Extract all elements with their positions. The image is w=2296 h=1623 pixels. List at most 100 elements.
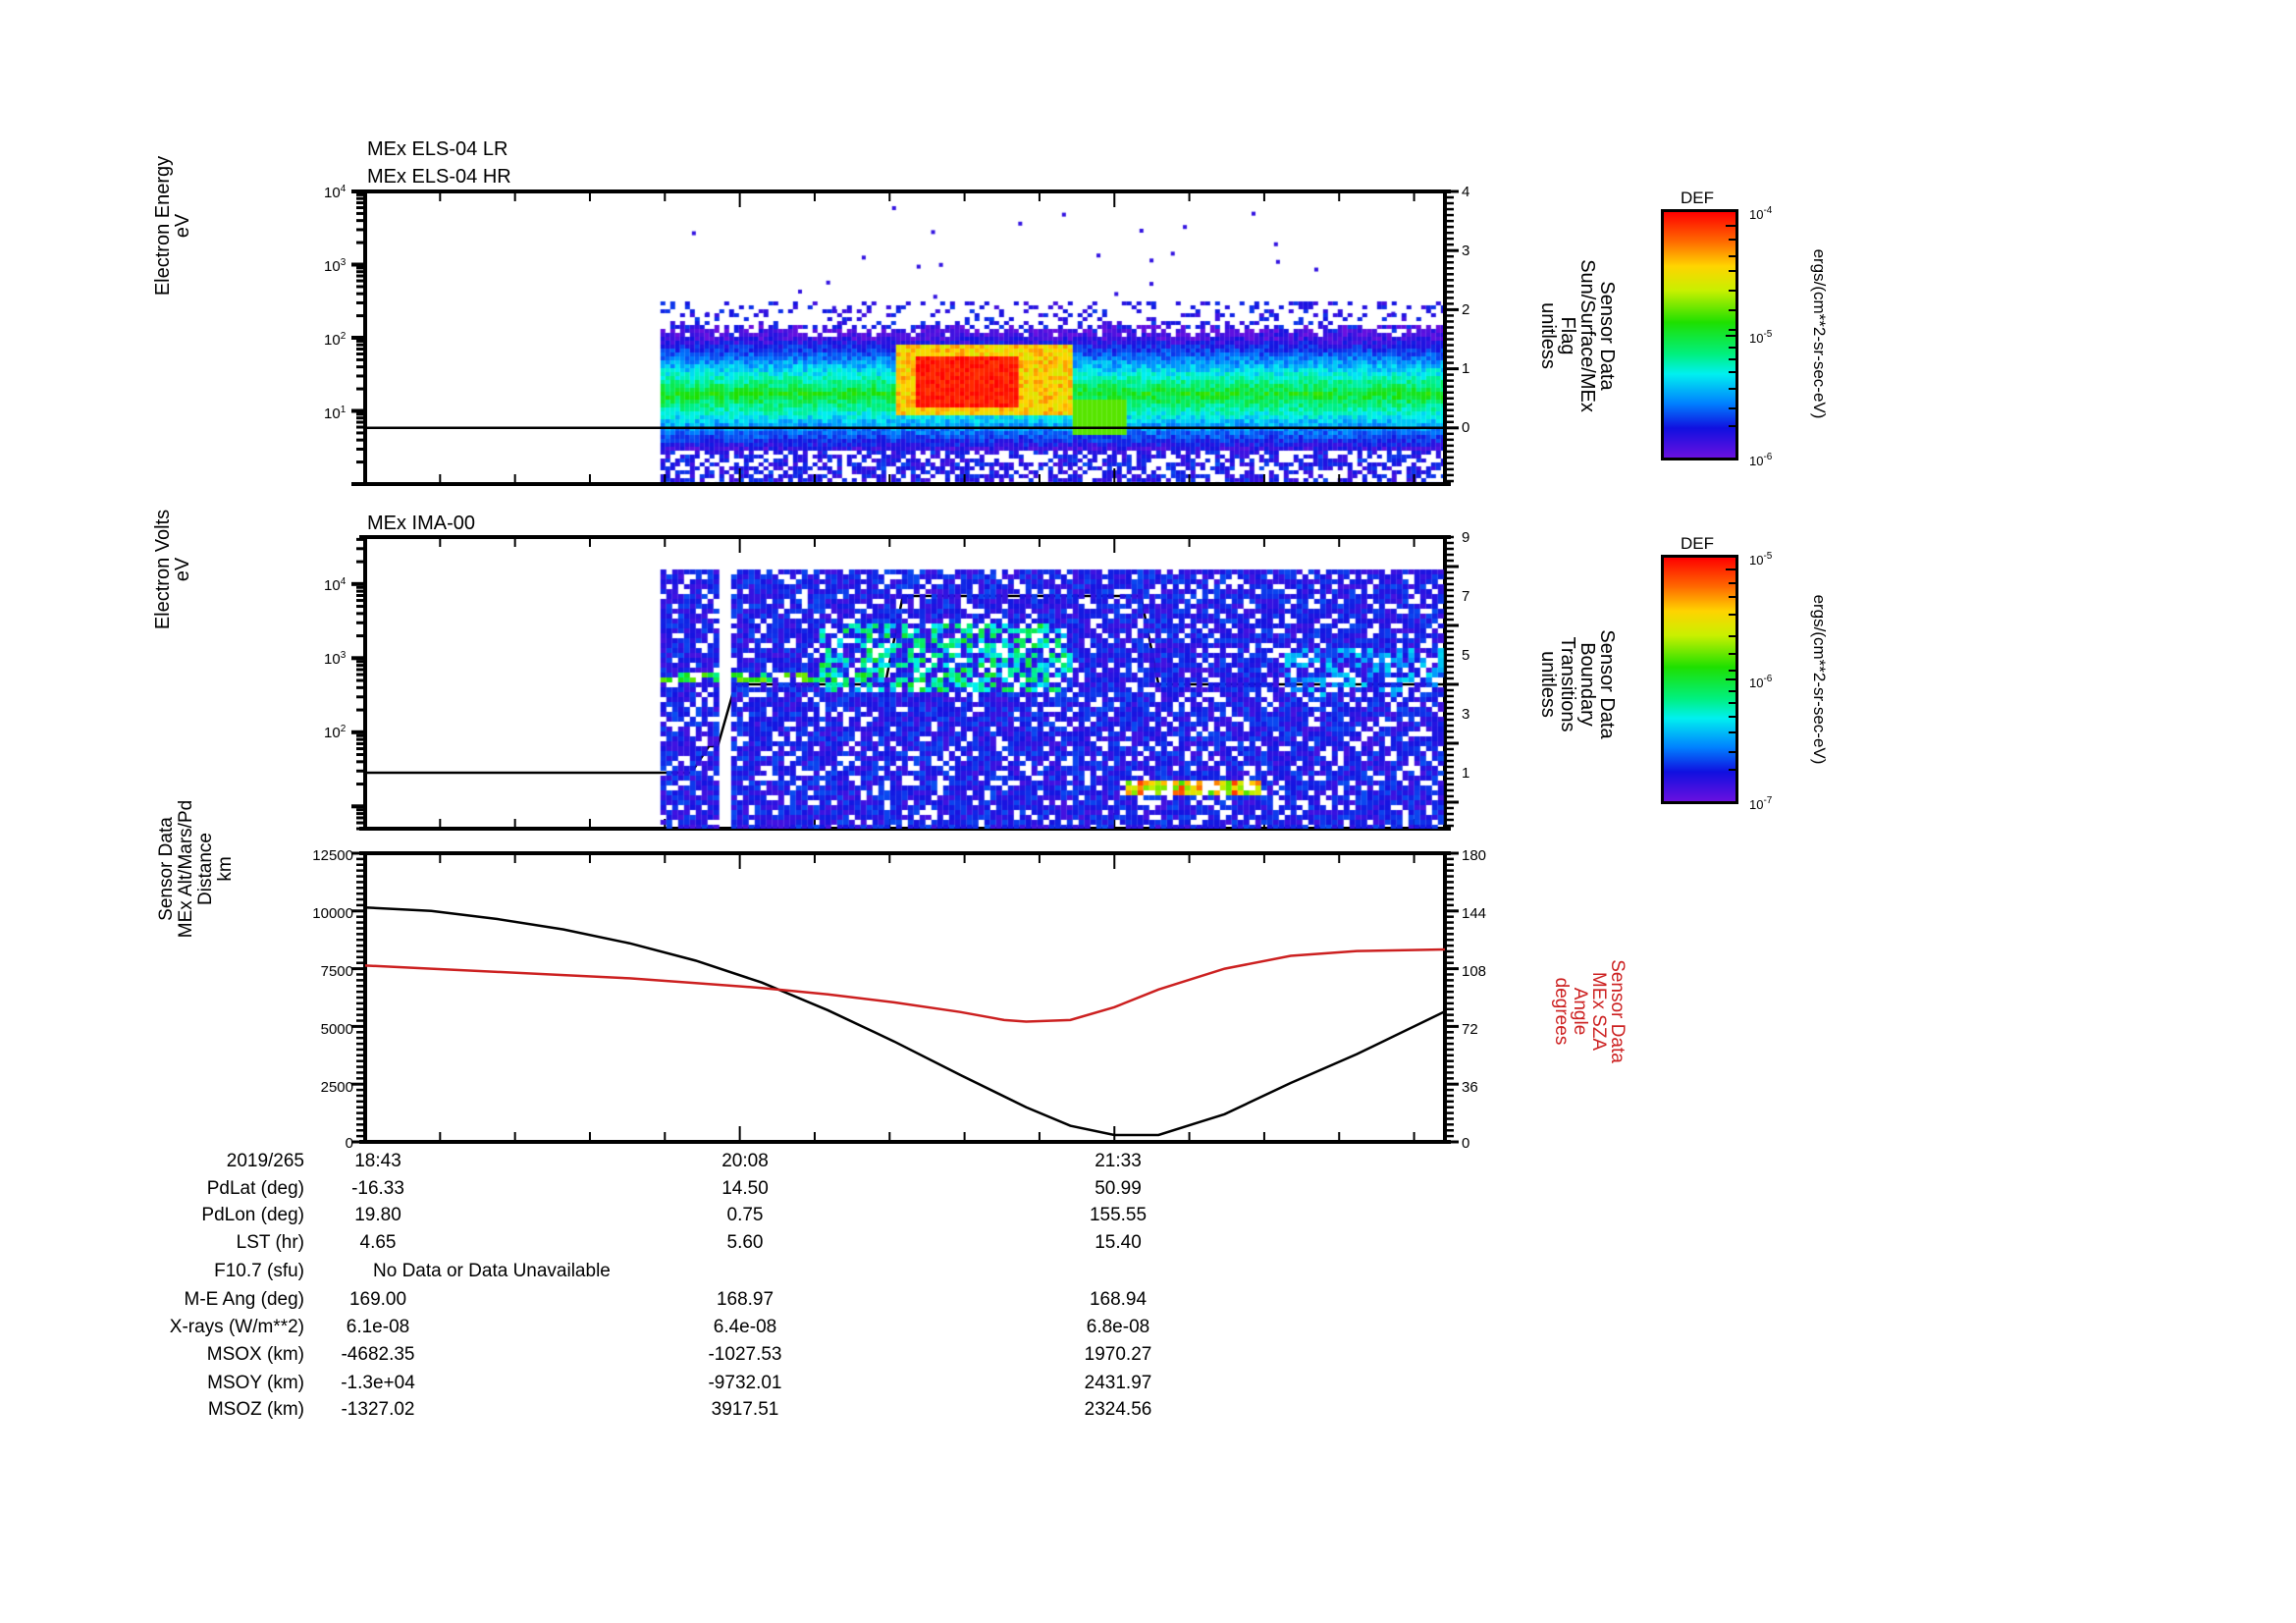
ephemeris-row-label: PdLat (deg)	[206, 1178, 304, 1199]
ephemeris-row-label: MSOX (km)	[206, 1344, 304, 1365]
els-right-ytick-4: 4	[1462, 184, 1470, 200]
ephem-ylabel-line: Sensor Data	[156, 817, 177, 921]
ephemeris-row-value: 19.80	[354, 1205, 401, 1225]
els-right-ytick-1: 1	[1462, 360, 1470, 377]
ephemeris-row-value: -1027.53	[708, 1344, 782, 1365]
ima-ylabel-line: Electron Volts	[152, 509, 174, 630]
ima-right-ylabel-line: Sensor Data	[1596, 629, 1618, 739]
ima-y-axis-label: Electron Volts eV	[152, 471, 193, 668]
ephem-right-ytick: 180	[1462, 847, 1487, 864]
ephem-ylabel-line: MEx Alt/Mars/Pd	[176, 799, 196, 939]
els-ytick-1e3: 103	[324, 257, 347, 275]
ephem-y-axis-label: Sensor Data MEx Alt/Mars/Pd Distance km	[156, 756, 240, 982]
els-colorbar-tick-mid: 10-5	[1749, 329, 1773, 346]
els-colorbar	[1661, 209, 1738, 460]
ephemeris-row-label: MSOY (km)	[207, 1373, 304, 1393]
ima-colorbar-ticks	[1726, 568, 1735, 771]
ephemeris-row-value: 168.94	[1089, 1289, 1148, 1310]
ephemeris-row-value: 6.1e-08	[346, 1317, 410, 1337]
els-right-ylabel-line: Sun/Surface/MEx	[1576, 259, 1598, 412]
ephemeris-row-value: 2431.97	[1084, 1373, 1152, 1393]
ephemeris-row-value: 168.97	[716, 1289, 774, 1310]
ima-right-y-axis-label: Sensor Data Boundary Transitions unitles…	[1534, 586, 1618, 783]
ima-ytick-1e3: 103	[324, 650, 347, 668]
ephemeris-row-value: -1327.02	[341, 1399, 415, 1420]
ephemeris-row-value: 155.55	[1089, 1205, 1148, 1225]
ima-colorbar-title: DEF	[1681, 534, 1714, 553]
ephemeris-row-label: MSOZ (km)	[207, 1399, 304, 1420]
els-colorbar-tick-min: 10-6	[1749, 452, 1773, 468]
ephemeris-row-value: 21:33	[1095, 1151, 1142, 1171]
ephemeris-row-value: 6.4e-08	[713, 1317, 777, 1337]
els-right-ylabel-line: Flag	[1557, 316, 1578, 355]
ephemeris-row-value: 169.00	[348, 1289, 407, 1310]
ephemeris-row-value: 14.50	[721, 1178, 769, 1199]
ephemeris-row-value: 4.65	[359, 1232, 397, 1253]
ephemeris-row-value: 1970.27	[1084, 1344, 1152, 1365]
ephemeris-row-label: LST (hr)	[236, 1232, 304, 1253]
ima-spectrogram	[365, 537, 1445, 829]
els-right-ytick-0: 0	[1462, 419, 1470, 436]
els-right-ylabel-line: Sensor Data	[1596, 281, 1618, 391]
ephemeris-row-label: PdLon (deg)	[201, 1205, 304, 1225]
ephem-right-ytick: 108	[1462, 963, 1487, 980]
ima-right-ytick-9: 9	[1462, 529, 1470, 546]
ephem-ytick: 12500	[312, 847, 353, 864]
ephem-ylabel-unit: km	[215, 856, 236, 882]
els-colorbar-ticks	[1726, 225, 1735, 427]
ephem-right-ytick: 72	[1462, 1021, 1478, 1038]
ephemeris-row-value: 50.99	[1095, 1178, 1142, 1199]
ephemeris-row-value: 5.60	[726, 1232, 764, 1253]
els-ytick-1e1: 101	[324, 405, 347, 422]
ima-right-ytick-3: 3	[1462, 706, 1470, 723]
ima-ytick-1e2: 102	[324, 724, 347, 741]
ephemeris-row-value: 0.75	[726, 1205, 764, 1225]
ima-colorbar-units: ergs/(cm**2-sr-sec-eV)	[1810, 594, 1829, 765]
els-colorbar-title: DEF	[1681, 189, 1714, 207]
els-ytick-1e4: 104	[324, 184, 347, 201]
ephem-right-ytick: 36	[1462, 1079, 1478, 1096]
ephemeris-row-value: 15.40	[1095, 1232, 1142, 1253]
ephemeris-row-label: M-E Ang (deg)	[184, 1289, 305, 1310]
ima-colorbar-tick-mid: 10-6	[1749, 674, 1773, 690]
els-right-ylabel-unit: unitless	[1537, 302, 1559, 369]
ephem-ytick: 2500	[320, 1079, 353, 1096]
ephemeris-row-value: -4682.35	[341, 1344, 415, 1365]
ephem-ytick: 0	[345, 1135, 353, 1152]
ephemeris-row-value: 6.8e-08	[1086, 1317, 1150, 1337]
ephemeris-row-value: -16.33	[351, 1178, 404, 1199]
ephem-right-ylabel-unit: degrees	[1551, 977, 1572, 1046]
els-ylabel-line: Electron Energy	[152, 155, 174, 297]
els-ylabel-unit: eV	[172, 213, 193, 239]
ima-right-ytick-5: 5	[1462, 647, 1470, 664]
ephem-right-ylabel-line: Sensor Data	[1607, 959, 1628, 1063]
ima-title: MEx IMA-00	[367, 513, 476, 534]
ima-ytick-1e4: 104	[324, 576, 347, 594]
els-y-axis-label: Electron Energy eV	[152, 128, 193, 324]
ephem-right-y-axis-label: Sensor Data MEx SZA Angle degrees	[1544, 923, 1628, 1100]
ephemeris-row-label: F10.7 (sfu)	[214, 1261, 304, 1281]
els-colorbar-units: ergs/(cm**2-sr-sec-eV)	[1810, 248, 1829, 419]
ephem-ytick: 10000	[312, 905, 353, 922]
els-colorbar-tick-max: 10-4	[1749, 205, 1773, 222]
ephem-right-ytick: 144	[1462, 905, 1487, 922]
ephemeris-row-label: 2019/265	[226, 1151, 304, 1171]
ephem-right-ytick: 0	[1462, 1135, 1470, 1152]
els-title-line-2: MEx ELS-04 HR	[367, 166, 511, 188]
ephem-ylabel-line: Distance	[195, 833, 216, 905]
els-title-line-1: MEx ELS-04 LR	[367, 138, 508, 160]
ephemeris-row-value: 2324.56	[1084, 1399, 1152, 1420]
ephemeris-row-value: 20:08	[721, 1151, 769, 1171]
ephem-right-ylabel-line: MEx SZA	[1588, 971, 1609, 1052]
ima-colorbar-tick-min: 10-7	[1749, 795, 1773, 812]
ephemeris-row-value: -9732.01	[708, 1373, 782, 1393]
ima-ylabel-unit: eV	[172, 557, 193, 582]
ephem-ytick: 7500	[320, 963, 353, 980]
ephemeris-row-value: 3917.51	[711, 1399, 779, 1420]
ima-right-ytick-1: 1	[1462, 765, 1470, 782]
ima-colorbar-tick-max: 10-5	[1749, 551, 1773, 568]
ima-right-ylabel-line: Transitions	[1557, 636, 1578, 732]
els-right-ytick-3: 3	[1462, 243, 1470, 259]
ephem-ytick: 5000	[320, 1021, 353, 1038]
els-right-y-axis-label: Sensor Data Sun/Surface/MEx Flag unitles…	[1534, 238, 1618, 434]
